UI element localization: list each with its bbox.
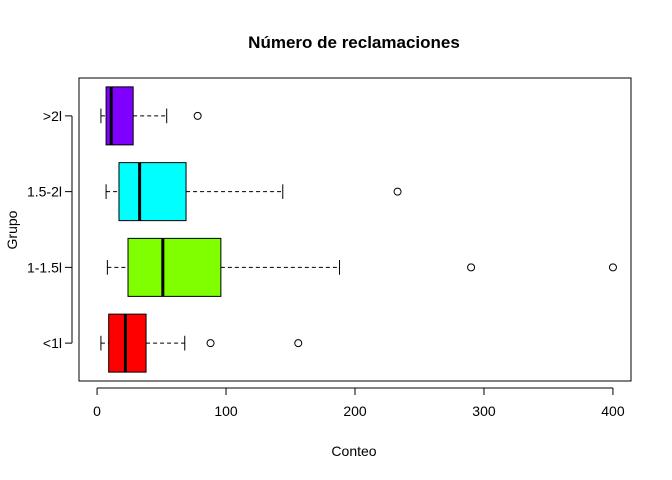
y-tick-label: <1l [43,335,62,351]
x-tick-label: 300 [472,403,496,419]
outlier-point [608,263,617,272]
chart-title: Número de reclamaciones [248,33,460,52]
y-axis: <1l 1-1.5l 1.5-2l >2l [27,108,73,351]
x-tick-label: 400 [601,403,625,419]
x-tick-label: 0 [93,403,101,419]
iqr-box [108,313,147,373]
iqr-box [127,237,222,297]
group-1 [106,237,617,297]
y-tick-label: 1.5-2l [27,184,62,200]
x-tick-label: 100 [214,403,238,419]
y-tick-label: 1-1.5l [27,259,62,275]
group-0 [100,313,303,373]
box-group-layer [100,86,617,373]
y-tick-label: >2l [43,108,62,124]
y-axis-title: Grupo [4,210,20,249]
group-3 [100,86,202,146]
iqr-box [118,162,187,222]
x-axis: 0 100 200 300 400 [93,387,625,419]
outlier-point [206,339,215,348]
outlier-point [467,263,476,272]
outlier-point [193,111,202,120]
plot-frame [78,77,632,382]
group-2 [105,162,402,222]
outlier-point [393,187,402,196]
outlier-point [294,339,303,348]
x-tick-label: 200 [343,403,367,419]
x-axis-title: Conteo [331,443,376,459]
